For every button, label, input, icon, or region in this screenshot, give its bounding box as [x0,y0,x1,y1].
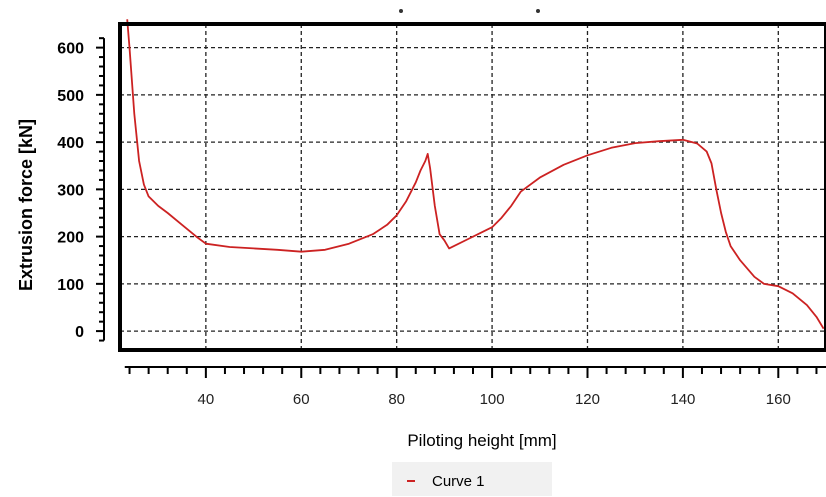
x-tick-label: 40 [198,391,215,408]
x-tick-label: 140 [670,391,695,408]
y-tick-label: 100 [57,277,84,294]
grid-lines [120,24,826,350]
series-layer [126,19,825,330]
x-axis-title: Piloting height [mm] [407,431,556,450]
top-speck-right [536,9,540,13]
series-line [126,19,825,330]
y-axis-ruler [96,37,105,342]
x-tick-label: 80 [388,391,405,408]
legend-box [392,462,552,496]
y-tick-label: 300 [57,182,84,199]
y-tick-labels: 0 100 200 300 400 500 600 [57,41,84,341]
y-tick-label: 400 [57,135,84,152]
x-tick-label: 120 [575,391,600,408]
legend-label: Curve 1 [432,473,485,490]
plot-frame [118,22,826,352]
x-tick-labels: 40 60 80 100 120 140 160 [198,391,791,408]
x-tick-label: 160 [766,391,791,408]
y-tick-label: 200 [57,230,84,247]
x-tick-label: 100 [480,391,505,408]
y-tick-label: 500 [57,88,84,105]
legend: Curve 1 [392,462,552,496]
y-tick-label: 600 [57,41,84,58]
x-axis-ruler [124,366,826,378]
y-axis-title: Extrusion force [kN] [16,119,36,291]
x-tick-label: 60 [293,391,310,408]
top-speck-left [399,9,403,13]
y-tick-label: 0 [75,324,84,341]
